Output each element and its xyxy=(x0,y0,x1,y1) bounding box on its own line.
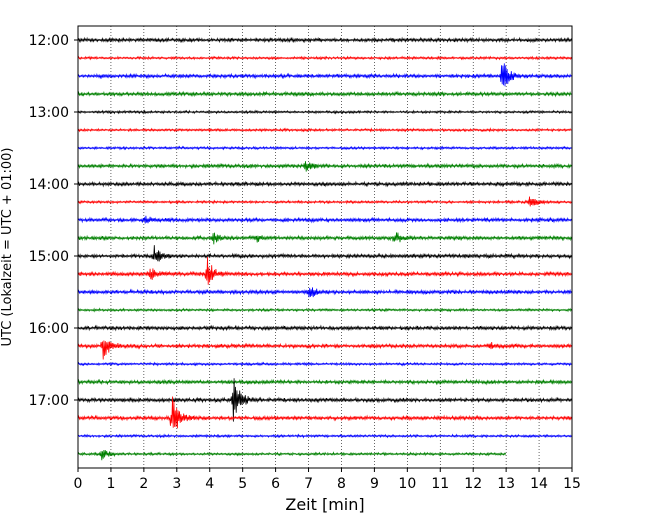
y-tick-label: 17:00 xyxy=(29,393,69,409)
y-tick-label: 15:00 xyxy=(29,249,69,265)
trace-13-00 xyxy=(77,109,572,115)
x-tick-label: 5 xyxy=(238,476,247,492)
x-tick-label: 13 xyxy=(497,476,515,492)
trace-series xyxy=(77,36,572,461)
x-tick-label: 11 xyxy=(431,476,449,492)
x-tick-label: 14 xyxy=(530,476,548,492)
trace-16-15 xyxy=(77,340,572,360)
trace-14-15 xyxy=(77,196,572,207)
x-tick-label: 10 xyxy=(398,476,416,492)
trace-15-00 xyxy=(77,245,572,262)
trace-16-30 xyxy=(77,361,572,367)
trace-12-15 xyxy=(77,55,572,61)
trace-14-30 xyxy=(77,215,572,224)
x-tick-label: 4 xyxy=(205,476,214,492)
trace-13-45 xyxy=(77,161,572,172)
x-tick-label: 3 xyxy=(172,476,181,492)
x-axis-label: Zeit [min] xyxy=(285,495,364,514)
trace-17-30 xyxy=(77,433,572,439)
trace-12-45 xyxy=(77,90,572,98)
trace-15-45 xyxy=(77,307,572,313)
y-axis-ticks: 12:00 13:00 14:00 15:00 16:00 17:00 xyxy=(29,33,78,409)
x-tick-label: 2 xyxy=(139,476,148,492)
y-tick-label: 12:00 xyxy=(29,33,69,49)
y-tick-label: 13:00 xyxy=(29,105,69,121)
trace-17-45 xyxy=(77,449,507,461)
y-axis-label: UTC (Lokalzeit = UTC + 01:00) xyxy=(0,148,15,347)
trace-16-00 xyxy=(77,324,572,332)
x-tick-label: 15 xyxy=(563,476,581,492)
trace-14-45 xyxy=(77,232,572,245)
trace-15-15 xyxy=(77,256,572,285)
plot-frame xyxy=(77,25,573,469)
trace-17-15 xyxy=(77,396,572,429)
y-tick-label: 16:00 xyxy=(29,321,69,337)
x-tick-label: 12 xyxy=(464,476,482,492)
x-tick-label: 1 xyxy=(106,476,115,492)
x-tick-label: 6 xyxy=(271,476,280,492)
trace-17-00 xyxy=(77,378,572,422)
trace-12-00 xyxy=(77,36,572,44)
trace-16-45 xyxy=(77,378,572,386)
x-tick-label: 7 xyxy=(304,476,313,492)
trace-13-15 xyxy=(77,127,572,133)
x-tick-label: 9 xyxy=(370,476,379,492)
x-axis-ticks: 0 1 2 3 4 5 6 7 8 9 10 11 12 13 14 15 xyxy=(74,468,581,492)
x-tick-label: 8 xyxy=(337,476,346,492)
x-tick-label: 0 xyxy=(74,476,83,492)
trace-14-00 xyxy=(77,180,572,188)
trace-12-30 xyxy=(77,63,572,87)
trace-15-30 xyxy=(77,287,572,298)
trace-13-30 xyxy=(77,145,572,151)
y-tick-label: 14:00 xyxy=(29,177,69,193)
